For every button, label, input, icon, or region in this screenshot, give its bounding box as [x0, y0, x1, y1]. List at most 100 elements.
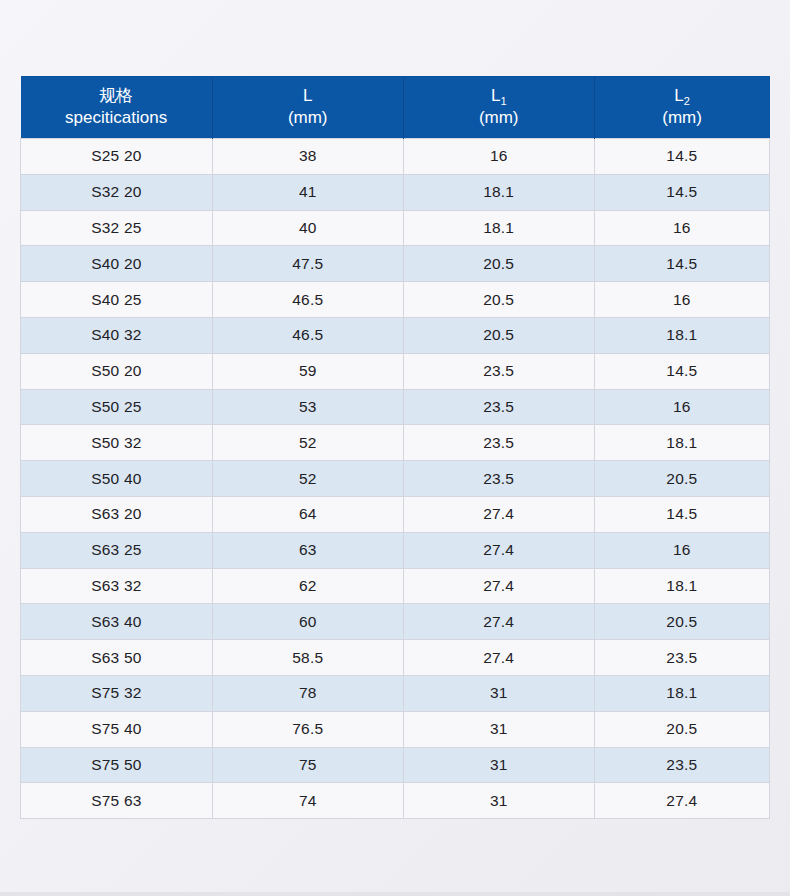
table-cell: 63 — [212, 532, 403, 568]
column-unit: specitications — [21, 107, 212, 128]
table-cell: 23.5 — [594, 640, 769, 676]
table-cell: S63 25 — [21, 532, 213, 568]
table-row: S63 206427.414.5 — [21, 496, 770, 532]
table-row: S25 20381614.5 — [21, 139, 770, 175]
column-title-subscript: 2 — [684, 95, 690, 107]
column-title: 规格 — [99, 86, 133, 105]
table-cell: 14.5 — [594, 353, 769, 389]
table-row: S75 32783118.1 — [21, 675, 770, 711]
table-cell: 27.4 — [594, 783, 769, 819]
table-cell: 18.1 — [594, 317, 769, 353]
table-cell: 74 — [212, 783, 403, 819]
table-cell: 40 — [212, 210, 403, 246]
table-cell: S40 32 — [21, 317, 213, 353]
table-cell: S63 32 — [21, 568, 213, 604]
table-cell: 14.5 — [594, 174, 769, 210]
column-unit: (mm) — [213, 107, 403, 128]
column-title: L — [303, 86, 312, 105]
table-cell: 47.5 — [212, 246, 403, 282]
table-cell: S50 25 — [21, 389, 213, 425]
table-cell: S32 20 — [21, 174, 213, 210]
table-cell: 78 — [212, 675, 403, 711]
table-cell: 14.5 — [594, 246, 769, 282]
table-cell: 18.1 — [594, 425, 769, 461]
table-cell: S25 20 — [21, 139, 213, 175]
table-row: S40 2047.520.514.5 — [21, 246, 770, 282]
table-cell: S40 20 — [21, 246, 213, 282]
table-row: S75 50753123.5 — [21, 747, 770, 783]
table-row: S32 254018.116 — [21, 210, 770, 246]
table-cell: 18.1 — [403, 174, 594, 210]
table-row: S75 63743127.4 — [21, 783, 770, 819]
table-row: S40 3246.520.518.1 — [21, 317, 770, 353]
page-bottom-edge — [0, 892, 790, 896]
table-cell: S32 25 — [21, 210, 213, 246]
table-cell: 20.5 — [403, 282, 594, 318]
table-cell: S75 40 — [21, 711, 213, 747]
column-header-l1: L1 (mm) — [403, 77, 594, 139]
table-cell: S75 32 — [21, 675, 213, 711]
table-row: S63 326227.418.1 — [21, 568, 770, 604]
table-row: S50 205923.514.5 — [21, 353, 770, 389]
table-cell: S63 20 — [21, 496, 213, 532]
table-cell: 76.5 — [212, 711, 403, 747]
table-cell: S40 25 — [21, 282, 213, 318]
table-cell: 31 — [403, 747, 594, 783]
column-unit: (mm) — [404, 107, 594, 128]
table-cell: S50 32 — [21, 425, 213, 461]
table-cell: 62 — [212, 568, 403, 604]
table-cell: 52 — [212, 461, 403, 497]
table-row: S50 255323.516 — [21, 389, 770, 425]
table-body: S25 20381614.5S32 204118.114.5S32 254018… — [21, 139, 770, 819]
column-header-l: L (mm) — [212, 77, 403, 139]
table-cell: 53 — [212, 389, 403, 425]
table-cell: 16 — [594, 389, 769, 425]
table-cell: 16 — [594, 532, 769, 568]
table-cell: 41 — [212, 174, 403, 210]
table-cell: 18.1 — [594, 568, 769, 604]
table-cell: 38 — [212, 139, 403, 175]
table-cell: 20.5 — [594, 711, 769, 747]
column-title-subscript: 1 — [500, 95, 506, 107]
column-header-l2: L2 (mm) — [594, 77, 769, 139]
table-cell: S50 40 — [21, 461, 213, 497]
column-title: L — [674, 86, 683, 105]
table-cell: 20.5 — [403, 246, 594, 282]
table-cell: 23.5 — [594, 747, 769, 783]
table-cell: 59 — [212, 353, 403, 389]
table-row: S63 256327.416 — [21, 532, 770, 568]
table-header-row: 规格 specitications L (mm) L1 (mm) L2 — [21, 77, 770, 139]
table-cell: 46.5 — [212, 282, 403, 318]
table-row: S40 2546.520.516 — [21, 282, 770, 318]
table-cell: 23.5 — [403, 353, 594, 389]
table-cell: 16 — [594, 210, 769, 246]
table-cell: 64 — [212, 496, 403, 532]
specifications-table: 规格 specitications L (mm) L1 (mm) L2 — [20, 76, 770, 819]
table-cell: 20.5 — [594, 461, 769, 497]
table-cell: 18.1 — [594, 675, 769, 711]
table-cell: 14.5 — [594, 139, 769, 175]
table-cell: 27.4 — [403, 568, 594, 604]
table-cell: 31 — [403, 675, 594, 711]
table-cell: 27.4 — [403, 532, 594, 568]
table-cell: 18.1 — [403, 210, 594, 246]
table-cell: 60 — [212, 604, 403, 640]
table-cell: 31 — [403, 783, 594, 819]
table-cell: S75 50 — [21, 747, 213, 783]
table-cell: 46.5 — [212, 317, 403, 353]
table-row: S75 4076.53120.5 — [21, 711, 770, 747]
table-cell: 31 — [403, 711, 594, 747]
table-cell: 16 — [594, 282, 769, 318]
table-row: S32 204118.114.5 — [21, 174, 770, 210]
column-unit: (mm) — [595, 107, 770, 128]
table-cell: 20.5 — [594, 604, 769, 640]
table-row: S50 405223.520.5 — [21, 461, 770, 497]
table-cell: 27.4 — [403, 640, 594, 676]
table-cell: 27.4 — [403, 496, 594, 532]
table-cell: S63 50 — [21, 640, 213, 676]
table-cell: S75 63 — [21, 783, 213, 819]
table-cell: 27.4 — [403, 604, 594, 640]
table-cell: 20.5 — [403, 317, 594, 353]
table-cell: S63 40 — [21, 604, 213, 640]
table-cell: 14.5 — [594, 496, 769, 532]
